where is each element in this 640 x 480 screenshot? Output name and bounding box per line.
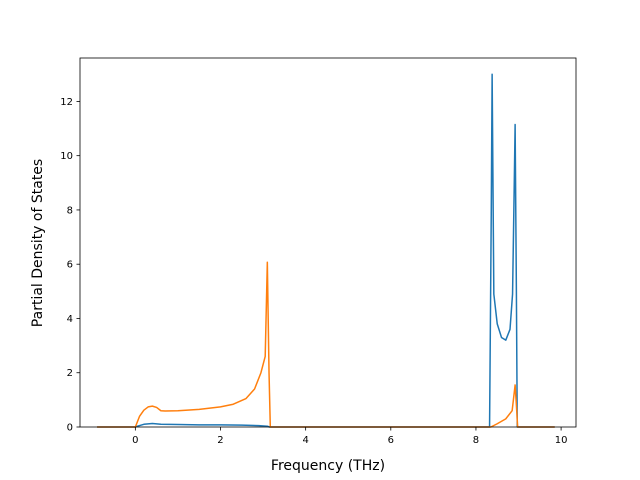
y-tick-label: 0: [67, 423, 73, 434]
y-axis: 0 2 4 6 8 10 12: [60, 97, 80, 434]
x-tick-label: 8: [473, 435, 479, 446]
y-tick-label: 8: [67, 205, 73, 216]
x-tick-label: 4: [302, 435, 308, 446]
x-axis-label: Frequency (THz): [271, 458, 385, 474]
series-line-2: [97, 261, 555, 428]
x-tick-label: 0: [132, 435, 138, 446]
y-tick-label: 10: [60, 151, 73, 162]
y-tick-label: 2: [67, 368, 73, 379]
x-tick-label: 6: [388, 435, 394, 446]
x-tick-label: 10: [555, 435, 568, 446]
x-axis: 0 2 4 6 8 10: [132, 427, 567, 446]
y-tick-label: 4: [67, 314, 73, 325]
y-axis-label: Partial Density of States: [30, 159, 46, 327]
x-tick-label: 2: [217, 435, 223, 446]
axes-frame: [79, 57, 577, 428]
y-tick-label: 6: [67, 260, 73, 271]
y-tick-label: 12: [60, 97, 73, 108]
